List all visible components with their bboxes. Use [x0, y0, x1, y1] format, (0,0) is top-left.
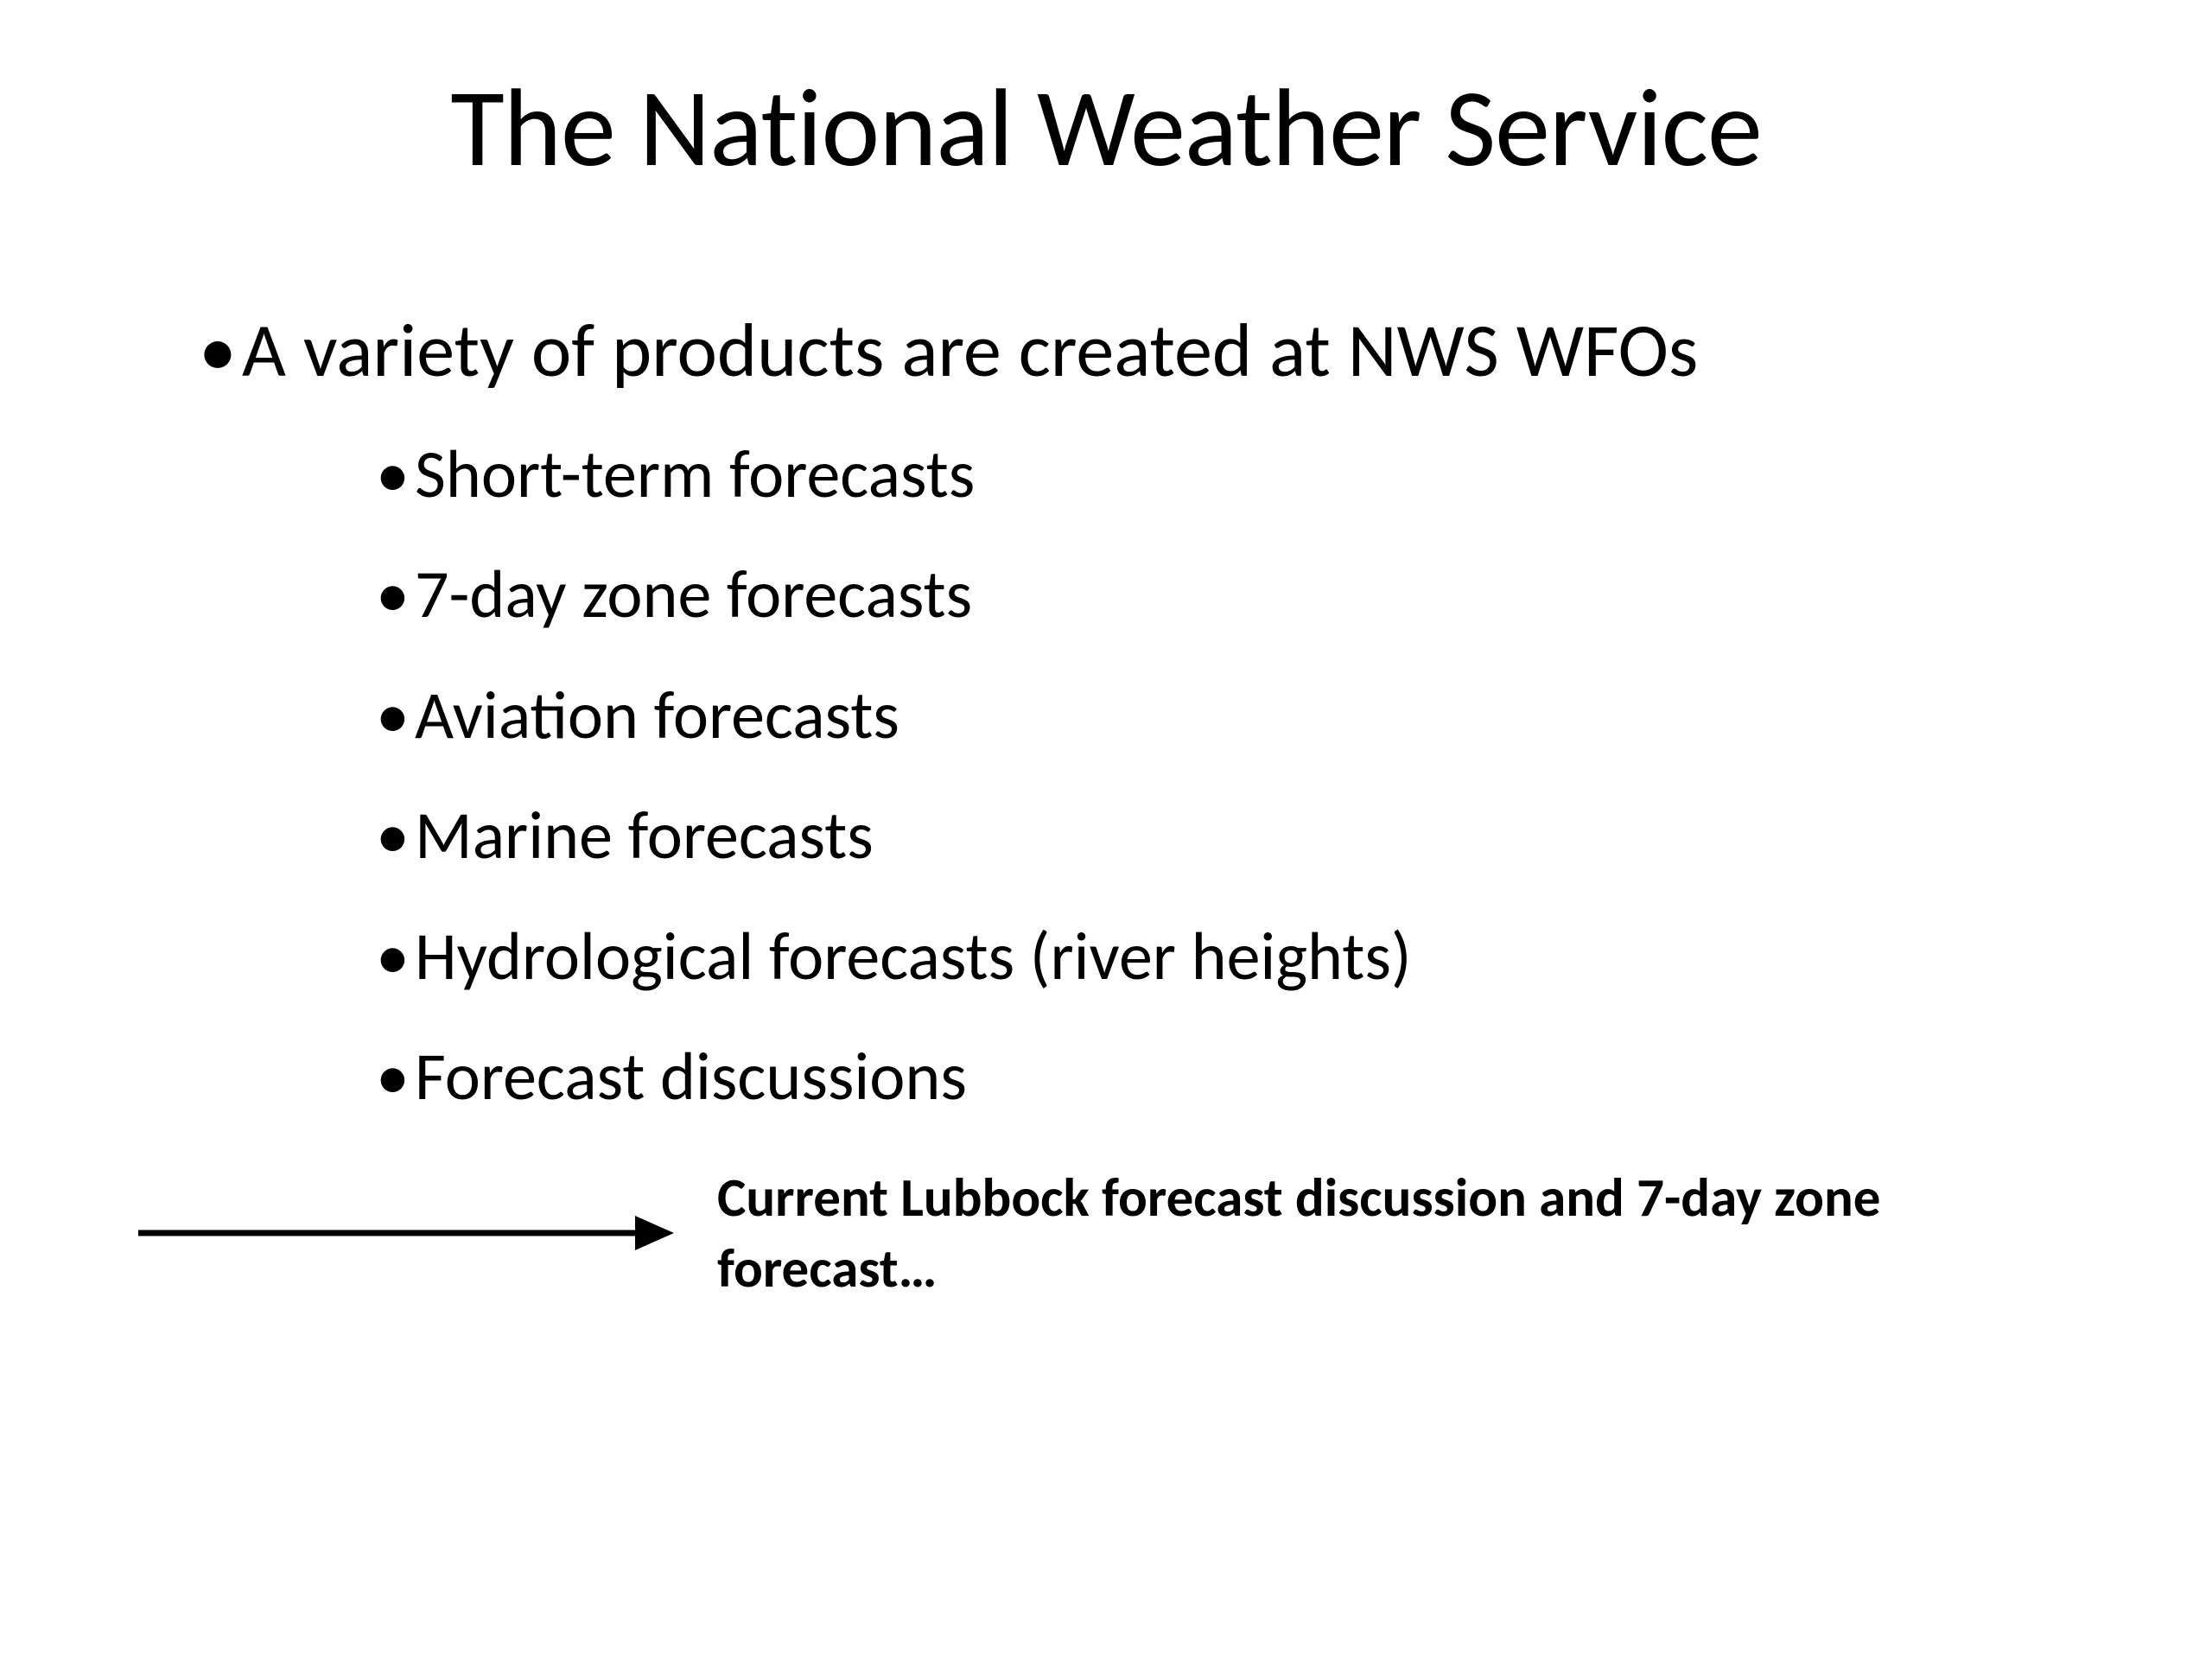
sub-bullet-item: Forecast discussions	[376, 1034, 2100, 1119]
sub-bullet-list: Short-term forecasts 7-day zone forecast…	[242, 432, 2100, 1119]
sub-bullet-item: Aviation forecasts	[376, 673, 2100, 758]
sub-bullet-item: Short-term forecasts	[376, 432, 2100, 517]
slide-title: The National Weather Service	[112, 60, 2100, 195]
main-bullet-item: A variety of products are created at NWS…	[199, 299, 2100, 1119]
sub-bullet-item: Marine forecasts	[376, 793, 2100, 878]
main-bullet-text: A variety of products are created at NWS…	[242, 303, 1698, 397]
arrow-icon	[130, 1198, 691, 1268]
callout-row: Current Lubbock forecast discussion and …	[112, 1162, 2100, 1304]
sub-bullet-item: 7-day zone forecasts	[376, 552, 2100, 637]
sub-bullet-item: Hydrological forecasts (river heights)	[376, 914, 2100, 999]
main-bullet-list: A variety of products are created at NWS…	[112, 299, 2100, 1119]
callout-text: Current Lubbock forecast discussion and …	[717, 1162, 2100, 1304]
